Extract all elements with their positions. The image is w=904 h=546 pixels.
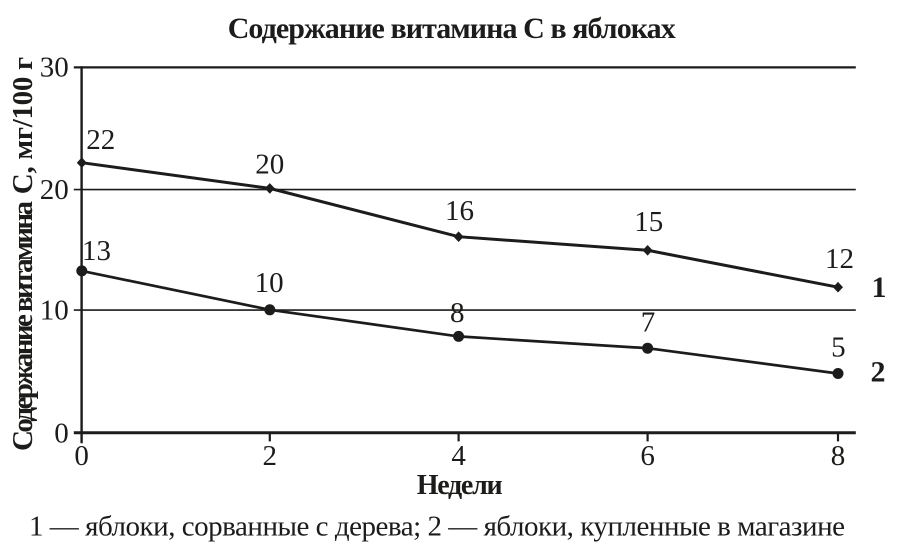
svg-text:15: 15 bbox=[634, 206, 663, 238]
svg-text:22: 22 bbox=[86, 124, 115, 156]
svg-text:4: 4 bbox=[451, 440, 466, 472]
svg-text:20: 20 bbox=[40, 174, 69, 206]
svg-text:2: 2 bbox=[871, 356, 886, 389]
svg-text:0: 0 bbox=[54, 418, 69, 450]
svg-text:10: 10 bbox=[255, 267, 284, 299]
svg-text:1 — яблоки, сорванные с дерева: 1 — яблоки, сорванные с дерева; 2 — ябло… bbox=[29, 510, 845, 542]
svg-text:С, мг/100 г: С, мг/100 г bbox=[7, 57, 39, 194]
svg-text:1: 1 bbox=[872, 271, 887, 304]
svg-text:8: 8 bbox=[831, 440, 846, 472]
svg-text:0: 0 bbox=[74, 440, 89, 472]
svg-text:8: 8 bbox=[450, 297, 465, 329]
svg-text:7: 7 bbox=[641, 306, 656, 338]
svg-text:2: 2 bbox=[263, 440, 278, 472]
svg-text:Содержание витамина: Содержание витамина bbox=[7, 201, 39, 452]
svg-text:6: 6 bbox=[640, 440, 655, 472]
svg-text:13: 13 bbox=[82, 235, 111, 267]
svg-text:12: 12 bbox=[825, 243, 854, 275]
svg-text:Недели: Недели bbox=[417, 470, 503, 501]
svg-text:10: 10 bbox=[40, 295, 69, 327]
svg-text:Содержание витамина С в яблока: Содержание витамина С в яблоках bbox=[228, 12, 676, 45]
svg-text:20: 20 bbox=[255, 148, 284, 180]
svg-text:30: 30 bbox=[40, 52, 69, 84]
svg-text:16: 16 bbox=[445, 195, 474, 227]
svg-text:5: 5 bbox=[831, 331, 846, 363]
